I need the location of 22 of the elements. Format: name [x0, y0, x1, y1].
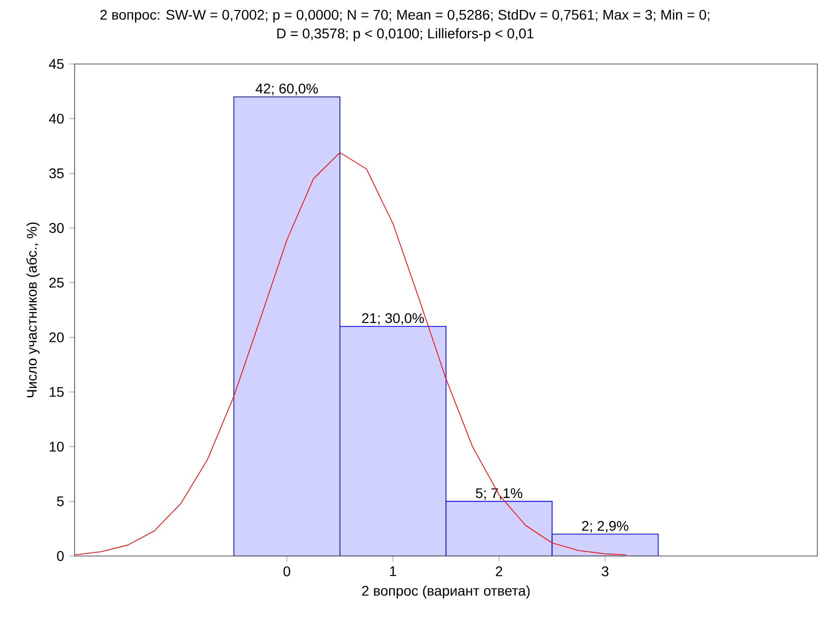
y-tick-label: 30 [49, 223, 64, 233]
x-tick-label: 2 [496, 566, 502, 576]
x-tick-label: 1 [390, 566, 396, 576]
y-axis-title: Число участников (абс., %) [26, 222, 40, 398]
chart-title: 2 вопрос: SW-W = 0,7002; p = 0,0000; N = 70; Mean = 0,5286; StdDv = 0,7561; Max = 3; Min = 0; [100, 9, 710, 23]
y-tick-label: 35 [49, 168, 64, 178]
data-label: 42; 60,0% [256, 84, 318, 96]
y-tick-label: 25 [49, 278, 64, 288]
data-label: 2; 2,9% [582, 520, 628, 533]
x-tick-label: 3 [602, 566, 608, 576]
y-tick-label: 20 [49, 332, 64, 342]
y-tick-label: 45 [49, 59, 64, 69]
line-series [74, 152, 627, 556]
y-tick-label: 5 [57, 496, 64, 506]
y-tick-label: 10 [50, 442, 64, 452]
y-tick-label: 40 [49, 114, 64, 124]
x-tick-label: 0 [284, 566, 290, 576]
chart-subtitle: D = 0,3578; p < 0,0100; Lilliefors-p < 0,01 [277, 28, 534, 42]
x-axis-title: 2 вопрос (вариант ответа) [362, 585, 530, 599]
y-tick-label: 15 [50, 387, 64, 397]
data-label: 21; 30,0% [362, 313, 424, 325]
y-tick-label: 0 [57, 551, 64, 561]
